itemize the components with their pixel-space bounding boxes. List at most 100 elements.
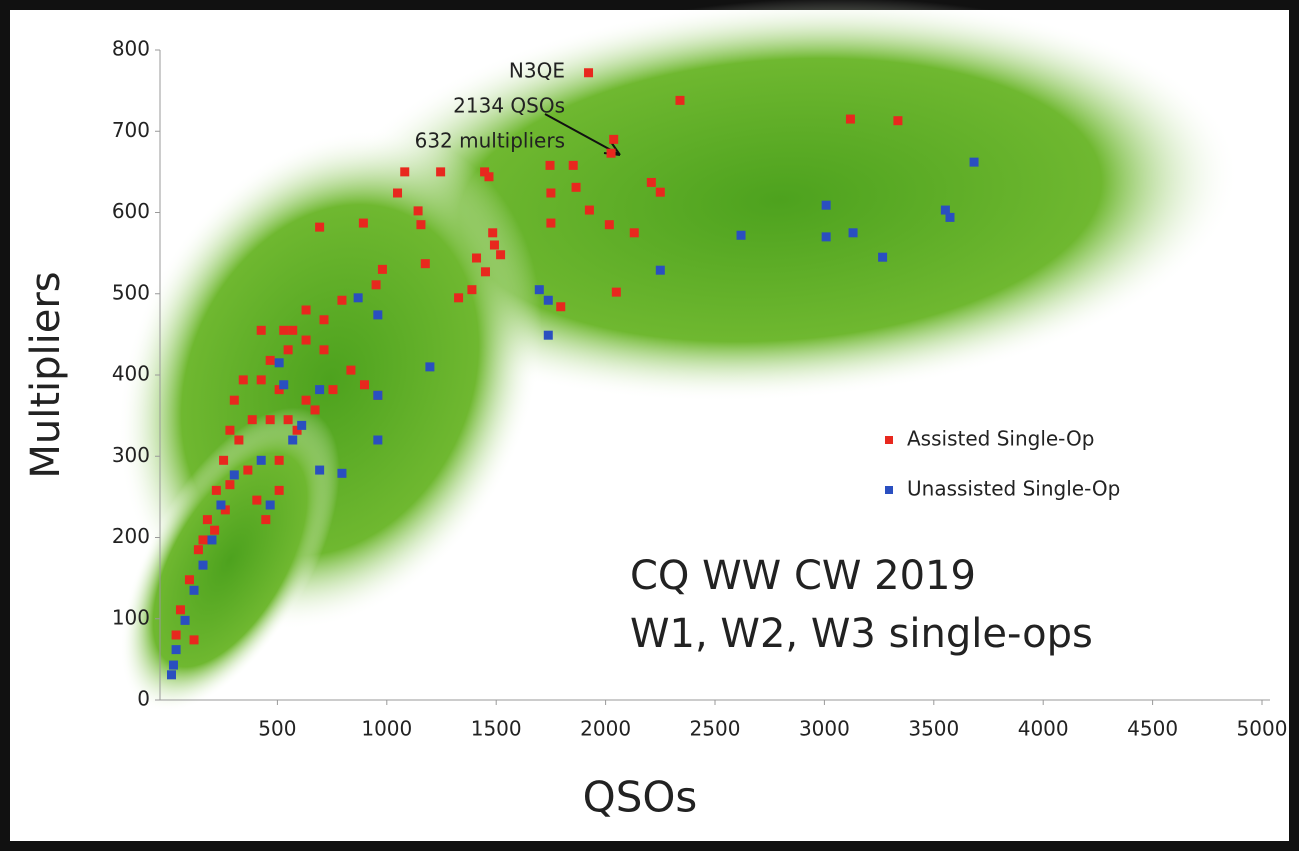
x-tick-label: 4500 xyxy=(1127,717,1178,741)
data-point xyxy=(238,375,248,385)
data-point xyxy=(480,167,490,177)
data-point xyxy=(301,395,311,405)
data-point xyxy=(319,345,329,355)
data-point xyxy=(400,167,410,177)
data-point xyxy=(821,200,831,210)
data-point xyxy=(496,250,506,260)
data-point xyxy=(279,325,289,335)
data-point xyxy=(274,455,284,465)
data-point xyxy=(256,455,266,465)
x-tick-label: 1500 xyxy=(471,717,522,741)
annotation: 2134 QSOs xyxy=(453,94,565,118)
legend-marker xyxy=(885,486,893,494)
data-point xyxy=(393,188,403,198)
data-point xyxy=(288,435,298,445)
data-point xyxy=(171,645,181,655)
y-tick-label: 800 xyxy=(112,37,150,61)
data-point xyxy=(373,435,383,445)
annotation: 632 multipliers xyxy=(415,129,565,153)
data-point xyxy=(220,505,230,515)
data-point xyxy=(969,157,979,167)
data-point xyxy=(940,205,950,215)
data-point xyxy=(225,425,235,435)
data-point xyxy=(484,172,494,182)
data-point xyxy=(629,228,639,238)
x-tick-label: 1000 xyxy=(361,717,412,741)
data-point xyxy=(207,535,217,545)
data-point xyxy=(274,385,284,395)
data-point xyxy=(543,295,553,305)
y-tick-label: 0 xyxy=(137,687,150,711)
data-point xyxy=(359,380,369,390)
data-point xyxy=(845,114,855,124)
data-point xyxy=(211,485,221,495)
data-point xyxy=(945,212,955,222)
data-point xyxy=(229,395,239,405)
data-point xyxy=(210,525,220,535)
data-point xyxy=(571,182,581,192)
y-tick-label: 700 xyxy=(112,118,150,142)
chart-note: W1, W2, W3 single-ops xyxy=(630,611,1093,657)
data-point xyxy=(219,455,229,465)
y-tick-label: 500 xyxy=(112,280,150,304)
data-point xyxy=(556,302,566,312)
data-point xyxy=(371,280,381,290)
y-axis-label: Multipliers xyxy=(23,271,69,478)
data-point xyxy=(229,470,239,480)
data-point xyxy=(247,415,257,425)
data-point xyxy=(655,187,665,197)
data-point xyxy=(198,535,208,545)
data-point xyxy=(252,495,262,505)
data-point xyxy=(646,177,656,187)
legend-label: Assisted Single-Op xyxy=(907,427,1094,451)
data-point xyxy=(198,560,208,570)
y-tick-label: 100 xyxy=(112,605,150,629)
data-point xyxy=(821,232,831,242)
data-point xyxy=(225,480,235,490)
data-point xyxy=(488,228,498,238)
annotation: N3QE xyxy=(509,59,565,83)
data-point xyxy=(454,293,464,303)
data-point xyxy=(675,95,685,105)
data-point xyxy=(261,515,271,525)
data-point xyxy=(489,240,499,250)
x-axis-label: QSOs xyxy=(583,773,698,822)
data-point xyxy=(265,500,275,510)
data-point xyxy=(193,545,203,555)
data-point xyxy=(265,415,275,425)
data-point xyxy=(655,265,665,275)
data-point xyxy=(189,585,199,595)
x-tick-label: 3000 xyxy=(799,717,850,741)
data-point xyxy=(878,252,888,262)
x-tick-label: 5000 xyxy=(1237,717,1288,741)
x-tick-label: 2000 xyxy=(580,717,631,741)
x-tick-label: 2500 xyxy=(690,717,741,741)
data-point xyxy=(358,218,368,228)
data-point xyxy=(184,575,194,585)
data-point xyxy=(420,259,430,269)
data-point xyxy=(216,500,226,510)
data-point xyxy=(301,335,311,345)
y-tick-label: 400 xyxy=(112,362,150,386)
legend-marker xyxy=(885,436,893,444)
data-point xyxy=(543,330,553,340)
data-point xyxy=(604,220,614,230)
data-point xyxy=(243,465,253,475)
data-point xyxy=(377,264,387,274)
data-point xyxy=(425,362,435,372)
data-point xyxy=(301,305,311,315)
data-point xyxy=(472,253,482,263)
data-point xyxy=(167,670,177,680)
data-point xyxy=(606,148,616,158)
data-point xyxy=(274,485,284,495)
x-tick-label: 3500 xyxy=(908,717,959,741)
data-point xyxy=(337,468,347,478)
data-point xyxy=(319,315,329,325)
y-tick-label: 300 xyxy=(112,443,150,467)
data-point xyxy=(265,355,275,365)
data-point xyxy=(480,267,490,277)
data-point xyxy=(848,228,858,238)
legend-label: Unassisted Single-Op xyxy=(907,477,1120,501)
data-point xyxy=(545,160,555,170)
